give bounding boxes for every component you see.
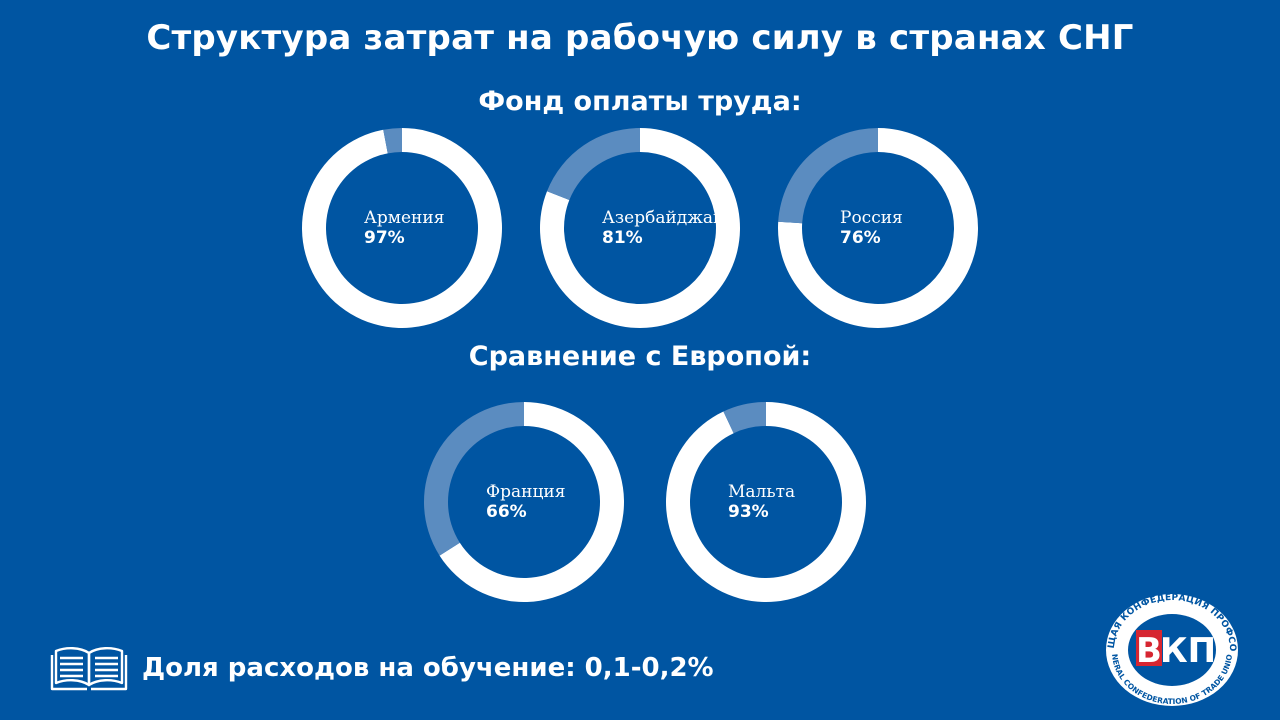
donut-value: 93% (728, 502, 769, 522)
donut-segment-rest (424, 402, 524, 556)
donut-chart-malta: Мальта 93% (666, 402, 866, 602)
donut-chart-armenia: Армения 97% (302, 128, 502, 328)
donut-value: 76% (840, 228, 881, 248)
donut-svg (302, 128, 502, 328)
page-title: Структура затрат на рабочую силу в стран… (146, 18, 1134, 58)
logo-emblem-icon: ВСЕОБЩАЯ КОНФЕДЕРАЦИЯ ПРОФСОЮЗОВ GENERAL… (1087, 583, 1238, 706)
donut-label: Мальта (728, 482, 796, 502)
book-icon (50, 647, 128, 691)
donut-chart-russia: Россия 76% (778, 128, 978, 328)
donut-svg (666, 402, 866, 602)
svg-text:КП: КП (1160, 631, 1216, 671)
svg-text:В: В (1136, 631, 1162, 671)
donut-label: Армения (364, 208, 445, 228)
section-title-payroll: Фонд оплаты труда: (478, 86, 802, 117)
section-title-europe: Сравнение с Европой: (468, 341, 812, 372)
training-share-text: Доля расходов на обучение: 0,1-0,2% (142, 653, 714, 683)
donut-segment-rest (547, 128, 640, 201)
vkp-logo: ВСЕОБЩАЯ КОНФЕДЕРАЦИЯ ПРОФСОЮЗОВ GENERAL… (1087, 583, 1252, 710)
donut-svg (424, 402, 624, 602)
donut-label: Россия (840, 208, 903, 228)
donut-segment-rest (383, 128, 402, 154)
donut-label: Азербайджан (602, 208, 725, 228)
donut-value: 66% (486, 502, 527, 522)
donut-segment-rest (778, 128, 878, 224)
donut-svg (778, 128, 978, 328)
donut-label: Франция (486, 482, 566, 502)
donut-chart-france: Франция 66% (424, 402, 624, 602)
donut-svg (540, 128, 740, 328)
donut-segment-rest (723, 402, 766, 434)
donut-value: 81% (602, 228, 643, 248)
donut-value: 97% (364, 228, 405, 248)
donut-chart-azerbaijan: Азербайджан 81% (540, 128, 740, 328)
training-share-note: Доля расходов на обучение: 0,1-0,2% (50, 640, 714, 696)
